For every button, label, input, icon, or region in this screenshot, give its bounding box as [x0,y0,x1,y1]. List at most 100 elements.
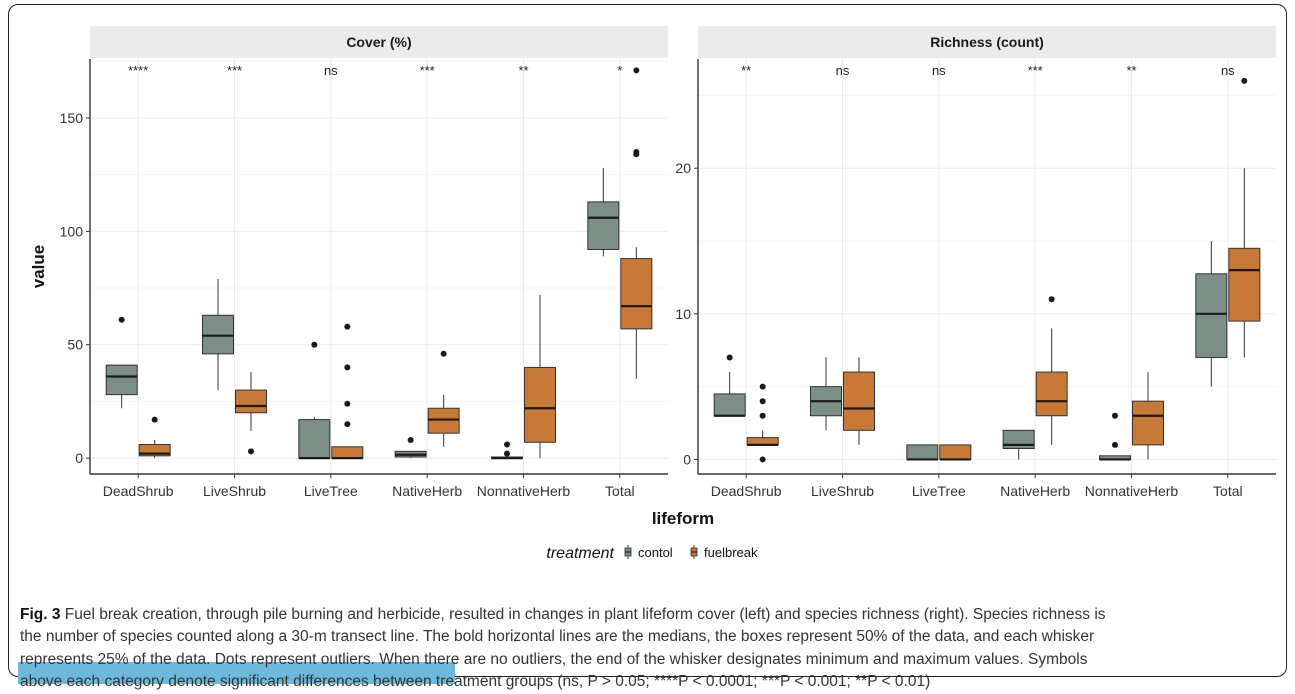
y-axis-title: value [29,245,48,288]
box-body [235,389,267,414]
outlier-point [1112,412,1118,419]
box-fuelbreak [235,371,267,455]
legend: treatment contol fuelbreak [546,545,758,562]
box-body [1132,400,1164,446]
box-fuelbreak [1228,77,1261,358]
outlier-point [151,416,158,423]
box-fuelbreak [524,294,556,459]
box-fuelbreak [620,67,653,379]
box-fuelbreak [1035,296,1068,445]
figure-label: Fig. 3 [20,606,61,623]
x-tick-label: NonnativeHerb [1085,483,1179,499]
box-contol [587,167,620,257]
outlier-point [633,148,640,155]
text-selection-highlight [18,662,455,684]
significance-label: ns [324,63,338,78]
outlier-point [633,67,640,74]
outlier-point [504,441,510,448]
outlier-point [344,400,351,407]
y-tick-label: 50 [67,337,83,353]
y-tick-label: 0 [683,451,691,467]
box-fuelbreak [939,444,972,461]
outlier-point [759,383,766,390]
legend-label: fuelbreak [704,545,758,560]
box-fuelbreak [138,416,171,459]
x-tick-label: NonnativeHerb [477,483,571,499]
x-tick-label: NativeHerb [1000,483,1070,499]
box-body [1228,247,1261,322]
x-axis-title: lifeform [652,509,714,528]
outlier-point [1112,441,1118,448]
outlier-point [440,350,447,357]
y-tick-label: 0 [75,450,83,466]
y-tick-label: 150 [60,110,84,126]
box-body [138,444,171,457]
caption-line-4: above each category denote significant d… [20,673,931,691]
x-tick-label: LiveTree [912,483,966,499]
outlier-point [759,412,766,419]
box-body [843,371,875,431]
box-body [713,393,746,417]
caption-line-2: the number of species counted along a 30… [20,628,1095,646]
chart-panel-2: Richness (count) 0 10 20 DeadShrub LiveShrub L… [675,26,1276,499]
x-tick-label: Total [605,483,635,499]
outlier-point [726,354,733,361]
significance-label: **** [128,63,148,78]
box-body [105,364,138,396]
box-body [587,201,620,250]
box-contol [394,436,427,459]
box-body [1035,371,1068,417]
outlier-point [1048,296,1055,303]
significance-label: ** [518,63,528,78]
y-tick-label: 100 [60,223,84,239]
outlier-point [407,436,414,443]
box-contol [1099,412,1131,461]
outlier-point [311,341,318,348]
figure-frame [8,4,1287,677]
box-contol [202,278,234,391]
significance-label: ns [1221,63,1235,78]
box-contol [491,441,523,460]
boxplot-figure: Cover (%) 0 50 100 150 DeadShrub LiveShrub Live… [29,26,1276,562]
box-fuelbreak [746,383,779,463]
facet-title: Cover (%) [346,34,411,50]
facet-strip [698,26,1276,58]
outlier-point [1241,77,1248,84]
outlier-point [344,421,351,428]
box-contol [1195,241,1228,387]
box-body [939,444,972,460]
box-contol [810,357,842,431]
x-tick-label: DeadShrub [103,483,174,499]
outlier-point [248,448,254,455]
box-fuelbreak [331,323,364,460]
significance-label: *** [1028,63,1043,78]
x-tick-label: LiveShrub [811,483,874,499]
outlier-point [759,456,766,463]
box-contol [105,316,138,409]
x-tick-label: LiveTree [304,483,358,499]
x-tick-label: DeadShrub [711,483,782,499]
box-contol [1002,429,1035,460]
outlier-point [504,450,510,457]
box-body [1195,273,1228,359]
box-body [620,258,653,330]
significance-label: ** [1126,63,1136,78]
facet-title: Richness (count) [930,34,1044,50]
legend-title: treatment [546,545,614,562]
significance-label: *** [420,63,435,78]
box-fuelbreak [1132,372,1164,460]
x-tick-label: NativeHerb [392,483,462,499]
significance-label: * [617,63,622,78]
significance-label: *** [227,63,242,78]
outlier-point [118,316,125,323]
box-fuelbreak [427,350,460,447]
box-contol [298,341,331,460]
outlier-point [759,398,766,405]
box-body [331,446,364,459]
figure-caption: Fig. 3 Fuel break creation, through pile… [20,604,1280,694]
significance-label: ns [932,63,946,78]
box-body [202,314,234,355]
outlier-point [344,364,351,371]
box-contol [906,444,939,461]
box-body [906,444,939,460]
